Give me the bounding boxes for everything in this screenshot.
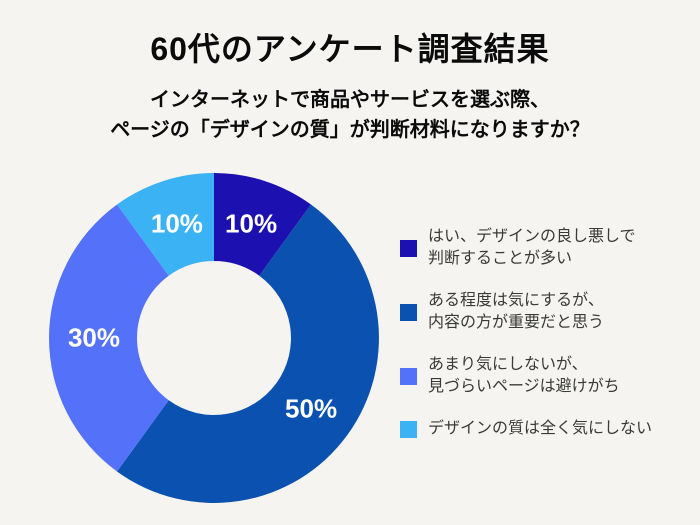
legend-item-3: デザインの質は全く気にしない [400, 418, 652, 440]
legend-item-2: あまり気にしないが、 見づらいページは避けがち [400, 354, 652, 398]
legend-swatch [400, 303, 417, 321]
legend-label: はい、デザインの良し悪しで 判断することが多い [428, 228, 636, 267]
legend-swatch [400, 367, 417, 385]
slice-value-label-0: 10% [225, 208, 278, 239]
legend-label: あまり気にしないが、 見づらいページは避けがち [428, 356, 620, 395]
legend-label: ある程度は気にするが、 内容の方が重要だと思う [428, 292, 605, 331]
legend-swatch [400, 239, 417, 257]
page-subtitle: インターネットで商品やサービスを選ぶ際、 ページの「デザインの質」が判断材料にな… [0, 85, 700, 145]
slice-value-label-1: 50% [285, 393, 338, 424]
donut-slice-1 [117, 204, 379, 503]
legend-item-1: ある程度は気にするが、 内容の方が重要だと思う [400, 290, 652, 334]
donut-slice-0 [214, 173, 311, 276]
page-title: 60代のアンケート調査結果 [150, 31, 550, 67]
legend-swatch [400, 420, 417, 438]
slice-value-label-2: 30% [67, 322, 121, 353]
legend-item-0: はい、デザインの良し悪しで 判断することが多い [400, 226, 652, 270]
donut-chart-svg [49, 173, 379, 503]
donut-chart: 10% 50% 30% 10% [49, 173, 379, 503]
subtitle-line-2: ページの「デザインの質」が判断材料になりますか？ [110, 119, 590, 141]
donut-slice-3 [117, 173, 214, 276]
legend-label: デザインの質は全く気にしない [428, 420, 653, 437]
chart-legend: はい、デザインの良し悪しで 判断することが多い ある程度は気にするが、 内容の方が重… [400, 226, 652, 440]
donut-slice-2 [49, 204, 169, 472]
slice-value-label-3: 10% [150, 208, 203, 239]
subtitle-line-1: インターネットで商品やサービスを選ぶ際、 [150, 89, 550, 111]
